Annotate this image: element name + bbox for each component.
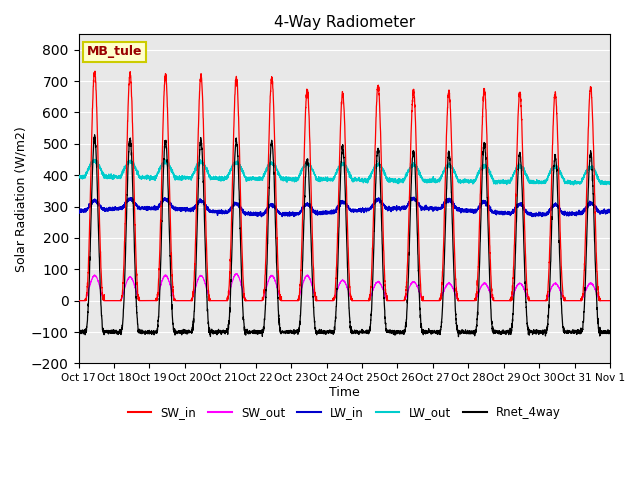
LW_in xyxy=(434,207,442,213)
LW_in xyxy=(606,210,614,216)
SW_out xyxy=(493,298,501,303)
Rnet_4way xyxy=(91,132,99,138)
X-axis label: Time: Time xyxy=(329,386,360,399)
SW_in xyxy=(434,298,442,303)
Rnet_4way xyxy=(463,329,471,335)
SW_out xyxy=(75,298,83,303)
Rnet_4way xyxy=(324,330,332,336)
Rnet_4way xyxy=(605,328,613,334)
Text: MB_tule: MB_tule xyxy=(86,45,142,59)
Title: 4-Way Radiometer: 4-Way Radiometer xyxy=(274,15,415,30)
Rnet_4way xyxy=(493,331,501,336)
Line: SW_in: SW_in xyxy=(79,72,610,300)
SW_out xyxy=(606,298,614,303)
SW_in xyxy=(606,298,614,303)
SW_in xyxy=(75,298,83,303)
Rnet_4way xyxy=(434,329,442,335)
LW_out xyxy=(606,180,614,186)
LW_in xyxy=(463,208,471,214)
LW_in xyxy=(324,209,332,215)
LW_in xyxy=(170,204,178,210)
LW_in xyxy=(493,210,501,216)
LW_out xyxy=(324,176,332,181)
SW_out xyxy=(463,298,471,303)
Rnet_4way xyxy=(454,334,462,339)
SW_in xyxy=(92,69,99,74)
SW_out xyxy=(170,295,178,301)
SW_in xyxy=(605,298,613,303)
LW_out xyxy=(463,179,471,185)
LW_out xyxy=(434,179,442,184)
Legend: SW_in, SW_out, LW_in, LW_out, Rnet_4way: SW_in, SW_out, LW_in, LW_out, Rnet_4way xyxy=(123,401,566,423)
LW_in xyxy=(605,209,613,215)
LW_out xyxy=(170,172,178,178)
SW_in xyxy=(463,298,471,303)
Rnet_4way xyxy=(170,329,178,335)
SW_out xyxy=(324,298,332,303)
LW_in xyxy=(410,194,418,200)
SW_out xyxy=(605,298,613,303)
LW_in xyxy=(258,214,266,219)
Line: LW_out: LW_out xyxy=(79,159,610,185)
Rnet_4way xyxy=(75,329,83,335)
Line: LW_in: LW_in xyxy=(79,197,610,216)
SW_in xyxy=(170,297,178,302)
LW_out xyxy=(90,156,98,162)
LW_out xyxy=(605,181,613,187)
Line: SW_out: SW_out xyxy=(79,274,610,300)
LW_out xyxy=(493,179,501,184)
Y-axis label: Solar Radiation (W/m2): Solar Radiation (W/m2) xyxy=(15,126,28,272)
Line: Rnet_4way: Rnet_4way xyxy=(79,135,610,336)
SW_in xyxy=(493,298,501,303)
SW_out xyxy=(434,298,442,303)
Rnet_4way xyxy=(606,330,614,336)
LW_in xyxy=(75,207,83,213)
LW_out xyxy=(570,182,577,188)
LW_out xyxy=(75,173,83,179)
SW_out xyxy=(232,271,240,276)
SW_in xyxy=(324,298,332,303)
